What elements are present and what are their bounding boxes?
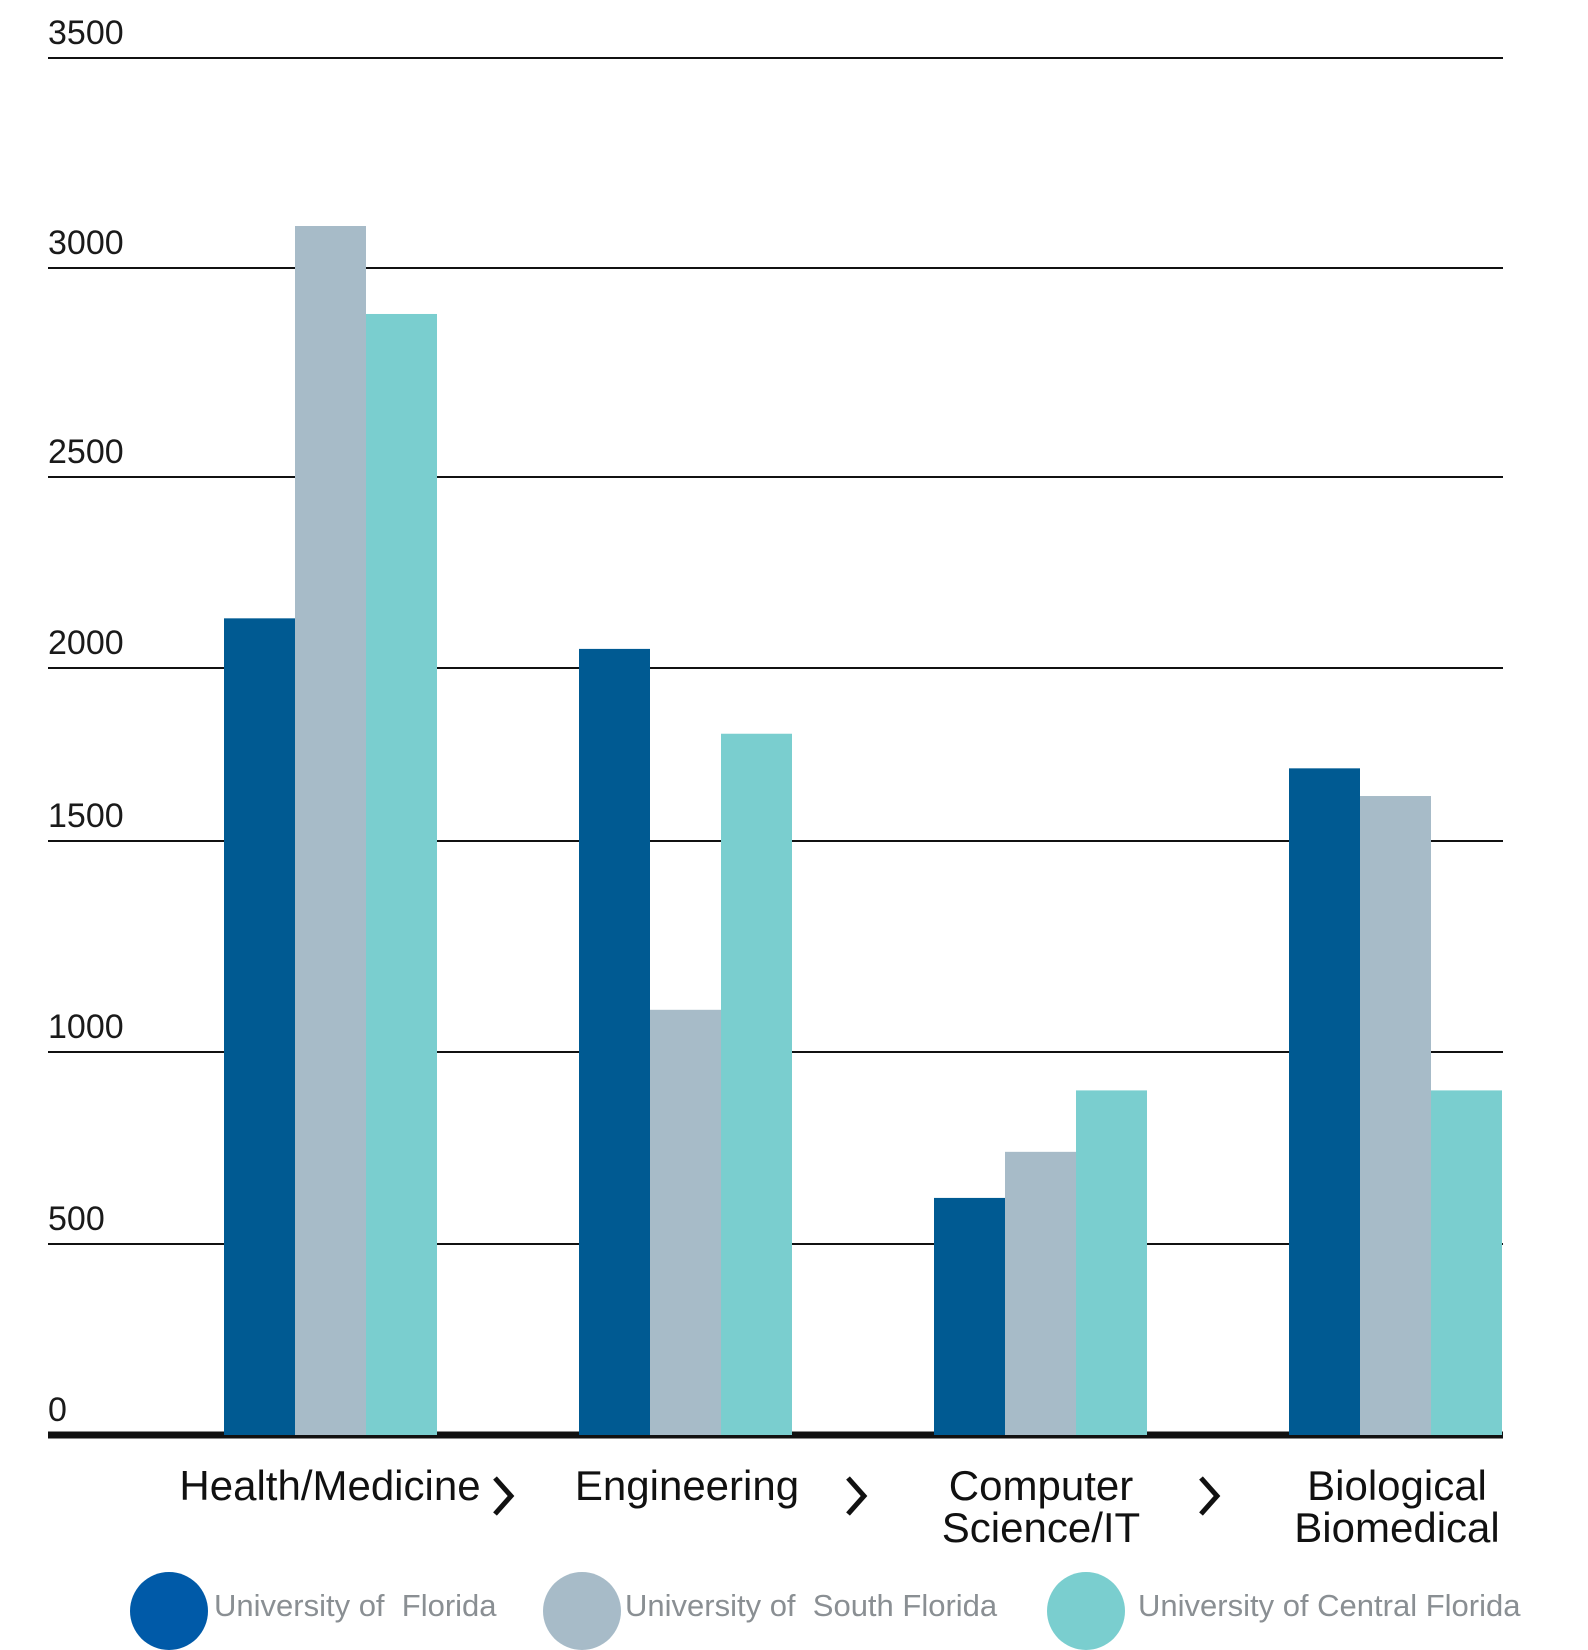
category-label-2: Engineering — [575, 1462, 799, 1509]
y-tick-label-3000: 3000 — [48, 224, 124, 262]
chevron-right-icon — [1199, 1476, 1221, 1516]
y-tick-label-1500: 1500 — [48, 797, 124, 835]
legend-label-usf: University of South Florida — [625, 1588, 998, 1623]
legend-label-uf: University of Florida — [214, 1588, 497, 1623]
chevron-right-icon — [846, 1476, 868, 1516]
y-tick-label-0: 0 — [48, 1391, 67, 1429]
chevron-right-icon — [493, 1476, 515, 1516]
category-labels: Health/Medicine Engineering Computer Scienc… — [179, 1462, 1499, 1551]
bar-uf-2 — [579, 648, 650, 1435]
bar-usf-2 — [650, 1009, 721, 1435]
bar-uf-1 — [224, 618, 295, 1435]
category-label-1: Health/Medicine — [179, 1462, 480, 1509]
legend: University of Florida University of South… — [0, 1568, 1588, 1650]
bars — [224, 226, 1502, 1436]
bar-usf-1 — [295, 226, 366, 1435]
bar-ucf-3 — [1076, 1090, 1147, 1435]
legend-swatch-usf — [543, 1572, 621, 1650]
y-tick-labels: 0 500 1000 1500 2000 2500 3000 3500 — [48, 14, 124, 1429]
bar-ucf-1 — [366, 313, 437, 1436]
bar-uf-4 — [1289, 768, 1360, 1435]
legend-swatch-uf — [130, 1572, 208, 1650]
bar-usf-4 — [1360, 796, 1431, 1435]
y-tick-label-1000: 1000 — [48, 1008, 124, 1046]
bar-uf-3 — [934, 1197, 1005, 1435]
y-tick-label-500: 500 — [48, 1200, 105, 1238]
bar-ucf-4 — [1431, 1090, 1502, 1435]
bar-chart: 0 500 1000 1500 2000 2500 3000 3500 Health/Medi… — [48, 14, 1503, 1551]
legend-label-ucf: University of Central Florida — [1138, 1588, 1521, 1623]
y-tick-label-3500: 3500 — [48, 14, 124, 52]
category-label-4: Biological Biomedical — [1294, 1462, 1499, 1551]
legend-swatch-ucf — [1047, 1572, 1125, 1650]
bar-ucf-2 — [721, 733, 792, 1435]
y-tick-label-2000: 2000 — [48, 624, 124, 662]
y-tick-label-2500: 2500 — [48, 433, 124, 471]
category-label-3: Computer Science/IT — [942, 1462, 1140, 1551]
bar-usf-3 — [1005, 1151, 1076, 1435]
